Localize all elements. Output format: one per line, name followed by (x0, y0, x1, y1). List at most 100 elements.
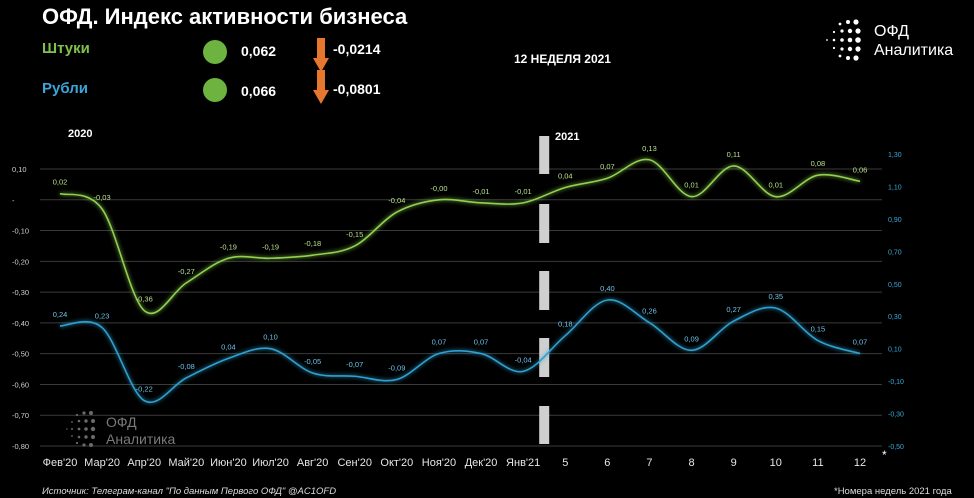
data-label: 0,15 (811, 325, 826, 334)
data-label: -0,01 (472, 187, 489, 196)
legend-value-units: 0,062 (241, 43, 277, 59)
x-axis-tick: Май'20 (168, 457, 204, 469)
legend-dot-units (203, 40, 227, 64)
left-axis-ticks: 0,10 - -0,10 -0,20 -0,30 -0,40 -0,50 -0,60 -0,70… (12, 165, 29, 451)
divider-segment (539, 204, 550, 243)
series-line-rubles (59, 299, 861, 404)
x-axis-tick: Мар'20 (84, 457, 120, 469)
data-label: 0,01 (684, 181, 699, 190)
data-label: 0,08 (811, 159, 826, 168)
x-axis-tick: Фев'20 (43, 457, 78, 469)
series-line-units (59, 158, 861, 314)
divider-segment (539, 406, 550, 444)
data-label: -0,03 (94, 193, 111, 202)
x-axis-ticks: Фев'20 Мар'20 Апр'20 Май'20 Июн'20 Июл'20 Авг'… (43, 457, 866, 469)
right-axis-tick: -0,50 (888, 444, 904, 451)
arrow-down-icon (313, 70, 329, 104)
source-note: Источник: Телеграм-канал "По данным Перв… (42, 486, 337, 497)
data-label: -0,19 (262, 242, 279, 251)
right-axis-tick: -0,10 (888, 379, 904, 386)
data-label: 0,06 (853, 165, 868, 174)
left-axis-tick: -0,50 (12, 350, 29, 359)
data-label: 0,01 (768, 181, 783, 190)
x-axis-tick: Июл'20 (252, 457, 289, 469)
logo-dots-icon (826, 19, 861, 61)
legend-label-rubles: Рубли (42, 80, 88, 97)
data-label: 0,07 (432, 338, 447, 347)
data-label: -0,36 (136, 295, 153, 304)
data-label: 0,07 (600, 162, 615, 171)
right-axis-tick: -0,30 (888, 412, 904, 419)
data-label: 0,40 (600, 284, 615, 293)
x-axis-tick: 12 (854, 457, 866, 469)
x-axis-tick: Окт'20 (380, 457, 413, 469)
x-axis-tick: Апр'20 (127, 457, 161, 469)
data-label: -0,01 (515, 187, 532, 196)
data-label: 0,07 (474, 338, 489, 347)
left-axis-tick: -0,60 (12, 380, 29, 389)
data-label: -0,08 (178, 362, 195, 371)
right-axis-tick: 0,10 (888, 347, 902, 354)
left-axis-tick: - (12, 196, 15, 205)
legend-dot-rubles (203, 78, 227, 102)
watermark-dots-icon (66, 411, 96, 447)
data-label: -0,09 (388, 363, 405, 372)
x-axis-tick: Ноя'20 (422, 457, 456, 469)
x-axis-tick: Дек'20 (465, 457, 498, 469)
data-label: 0,04 (558, 171, 573, 180)
left-axis-tick: -0,30 (12, 288, 29, 297)
x-axis-tick: 6 (604, 457, 610, 469)
data-label: 0,04 (221, 342, 236, 351)
right-axis-tick: 0,50 (888, 282, 902, 289)
x-axis-tick: 7 (646, 457, 652, 469)
x-axis-tick: Авг'20 (297, 457, 329, 469)
right-axis-tick: 0,70 (888, 249, 902, 256)
data-label: 0,09 (684, 334, 699, 343)
x-axis-tick: Июн'20 (210, 457, 247, 469)
data-label: -0,18 (304, 239, 321, 248)
legend-label-units: Штуки (42, 40, 90, 57)
divider-segment (539, 136, 550, 174)
right-axis-tick: 1,10 (888, 184, 902, 191)
data-label: -0,05 (304, 357, 321, 366)
legend-change-rubles: -0,0801 (333, 81, 381, 97)
data-label: 0,23 (95, 312, 110, 321)
watermark-line1: ОФД (106, 414, 137, 430)
right-axis-tick: 0,90 (888, 217, 902, 224)
left-axis-tick: -0,10 (12, 227, 29, 236)
data-label: -0,04 (515, 355, 532, 364)
series-lines (59, 158, 861, 404)
data-label: -0,15 (346, 230, 363, 239)
page-title: ОФД. Индекс активности бизнеса (42, 4, 408, 29)
right-axis-ticks: 1,30 1,10 0,90 0,70 0,50 0,30 0,10 -0,10 -0,30 -0… (888, 152, 904, 451)
data-label: 0,24 (53, 310, 68, 319)
data-label: -0,27 (178, 267, 195, 276)
data-label: 0,13 (642, 144, 657, 153)
data-label: 0,18 (558, 320, 573, 329)
week-label: 12 НЕДЕЛЯ 2021 (514, 52, 611, 66)
left-axis-tick: -0,70 (12, 411, 29, 420)
data-labels: 0,02 -0,03 -0,36 -0,27 -0,19 -0,19 -0,18 -0,15 -… (53, 144, 868, 394)
grid-lines (40, 168, 882, 447)
left-axis-tick: -0,80 (12, 442, 29, 451)
legend-value-rubles: 0,066 (241, 83, 277, 99)
left-axis-tick: 0,10 (12, 165, 27, 174)
legend-change-units: -0,0214 (333, 41, 381, 57)
footnote: *Номера недель 2021 года (834, 486, 952, 497)
x-axis-tick: Янв'21 (506, 457, 540, 469)
data-label: 0,26 (642, 307, 657, 316)
left-axis-tick: -0,40 (12, 319, 29, 328)
data-label: -0,07 (346, 360, 363, 369)
data-label: 0,02 (53, 178, 68, 187)
data-label: 0,11 (727, 150, 741, 159)
data-label: -0,00 (430, 184, 447, 193)
x-axis-tick: 9 (731, 457, 737, 469)
divider-segment (539, 271, 550, 310)
x-axis-tick: 11 (812, 457, 823, 469)
data-label: 0,27 (726, 305, 741, 314)
data-label: 0,35 (768, 292, 783, 301)
year-label-2020: 2020 (68, 128, 93, 140)
right-axis-tick: 1,30 (888, 152, 902, 159)
logo-line2: Аналитика (874, 42, 954, 59)
